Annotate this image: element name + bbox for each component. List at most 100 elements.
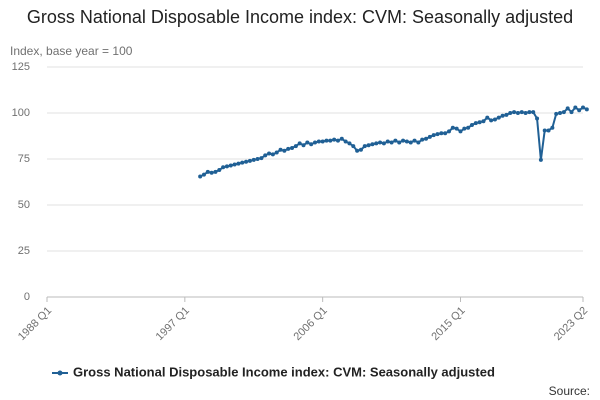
y-tick-label: 50 bbox=[18, 199, 30, 211]
legend-label: Gross National Disposable Income index: … bbox=[73, 364, 495, 379]
data-point bbox=[217, 168, 222, 173]
data-point bbox=[335, 138, 340, 143]
data-point bbox=[496, 115, 501, 120]
source-label: Source: bbox=[549, 384, 590, 398]
data-point bbox=[427, 134, 432, 139]
data-point bbox=[577, 108, 582, 113]
data-point bbox=[255, 157, 260, 161]
data-point bbox=[328, 138, 333, 143]
data-point bbox=[535, 116, 540, 121]
data-point bbox=[558, 111, 563, 115]
data-point bbox=[355, 148, 360, 153]
data-point bbox=[293, 144, 298, 149]
data-point bbox=[263, 153, 268, 158]
data-point bbox=[462, 126, 467, 131]
y-tick-label: 0 bbox=[24, 291, 30, 303]
data-point bbox=[343, 139, 348, 144]
data-point bbox=[297, 141, 302, 146]
data-point bbox=[232, 162, 237, 167]
data-point bbox=[221, 165, 226, 170]
data-point bbox=[320, 139, 325, 144]
data-point bbox=[313, 140, 317, 145]
data-point bbox=[332, 137, 337, 142]
data-point bbox=[554, 111, 559, 116]
data-point bbox=[435, 132, 440, 137]
data-point bbox=[439, 131, 444, 136]
y-tick-label: 125 bbox=[12, 61, 30, 73]
data-point bbox=[393, 138, 398, 143]
data-point bbox=[469, 122, 474, 127]
data-point bbox=[378, 140, 383, 145]
data-point bbox=[523, 111, 528, 115]
y-axis-label: Index, base year = 100 bbox=[10, 44, 133, 58]
data-point bbox=[450, 125, 455, 130]
data-point bbox=[504, 112, 509, 117]
data-point bbox=[286, 146, 291, 151]
data-point bbox=[259, 156, 264, 161]
data-point bbox=[381, 141, 386, 146]
data-point bbox=[205, 169, 210, 174]
data-point bbox=[519, 110, 524, 115]
data-point bbox=[251, 157, 256, 162]
data-point bbox=[385, 139, 390, 144]
data-point bbox=[481, 119, 486, 124]
data-point bbox=[244, 159, 249, 164]
data-point bbox=[270, 152, 275, 157]
data-point bbox=[240, 160, 245, 165]
data-point bbox=[236, 161, 241, 166]
data-point bbox=[466, 125, 471, 130]
data-point bbox=[485, 115, 490, 120]
data-point bbox=[477, 120, 482, 125]
data-point bbox=[305, 140, 310, 145]
data-point bbox=[324, 138, 329, 143]
data-point bbox=[228, 163, 233, 168]
data-point bbox=[201, 172, 206, 177]
x-tick-label: 1988 Q1 bbox=[16, 305, 54, 343]
data-point bbox=[454, 126, 459, 131]
data-point bbox=[416, 140, 421, 145]
data-point bbox=[489, 118, 494, 123]
data-point bbox=[397, 140, 402, 145]
data-point bbox=[362, 144, 367, 149]
data-point bbox=[512, 110, 517, 115]
data-point bbox=[282, 148, 287, 153]
data-point bbox=[508, 111, 513, 115]
data-point bbox=[366, 143, 371, 148]
data-point bbox=[351, 144, 356, 149]
data-point bbox=[290, 145, 295, 150]
data-point bbox=[424, 136, 429, 141]
y-tick-label: 100 bbox=[12, 107, 30, 119]
data-point bbox=[538, 157, 543, 162]
x-tick-label: 1997 Q1 bbox=[154, 305, 192, 343]
x-tick-label: 2006 Q1 bbox=[292, 305, 330, 343]
data-point bbox=[431, 133, 436, 138]
data-point bbox=[515, 111, 520, 115]
data-point bbox=[316, 139, 321, 144]
data-point bbox=[213, 169, 218, 174]
data-point bbox=[358, 147, 363, 152]
data-point bbox=[500, 113, 505, 118]
data-point bbox=[389, 140, 394, 145]
data-point bbox=[347, 141, 352, 146]
data-point bbox=[443, 131, 448, 136]
data-point bbox=[198, 174, 203, 179]
data-point bbox=[404, 139, 409, 144]
data-point bbox=[492, 117, 497, 122]
data-point bbox=[374, 141, 379, 146]
data-point bbox=[561, 110, 566, 115]
data-point bbox=[267, 151, 272, 156]
data-point bbox=[546, 128, 551, 133]
data-point bbox=[301, 143, 306, 148]
data-point bbox=[531, 110, 536, 115]
data-point bbox=[339, 136, 344, 141]
y-tick-label: 75 bbox=[18, 153, 30, 165]
data-point bbox=[447, 129, 451, 134]
x-tick-label: 2023 Q2 bbox=[552, 305, 590, 343]
data-point bbox=[527, 110, 532, 115]
data-point bbox=[408, 140, 413, 145]
data-point bbox=[247, 158, 252, 163]
x-tick-label: 2015 Q1 bbox=[429, 305, 467, 343]
data-point bbox=[309, 142, 314, 147]
